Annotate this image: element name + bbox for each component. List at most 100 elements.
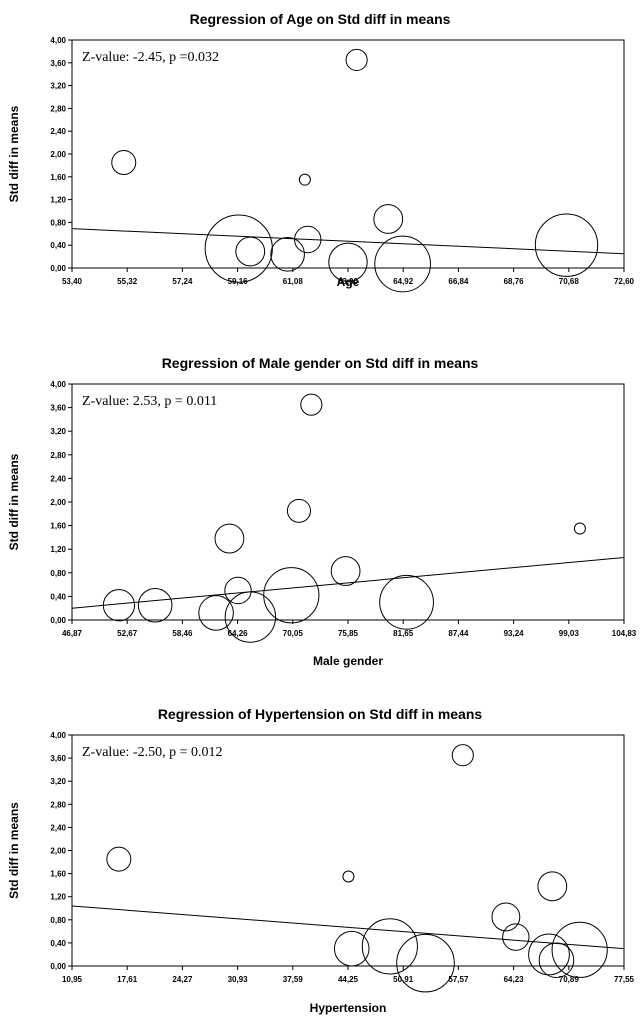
study-bubble [294, 225, 322, 254]
y-tick-label: 1,20 [50, 196, 66, 205]
x-tick-label: 53,40 [62, 277, 83, 286]
y-tick-label: 1,60 [50, 522, 66, 531]
study-bubble [373, 204, 404, 234]
x-tick-label: 37,59 [283, 975, 304, 984]
study-bubble [235, 236, 266, 267]
x-tick-label: 75,85 [338, 629, 359, 638]
study-bubble [573, 522, 586, 535]
y-tick-label: 0,00 [50, 962, 66, 971]
z-value-annotation: Z-value: -2.50, p = 0.012 [82, 745, 222, 760]
y-tick-label: 1,20 [50, 893, 66, 902]
x-tick-label: 24,27 [172, 975, 193, 984]
study-bubble [451, 744, 474, 767]
study-bubble [300, 393, 323, 416]
study-bubble [502, 923, 530, 951]
z-value-annotation: Z-value: 2.53, p = 0.011 [82, 394, 217, 409]
y-tick-label: 0,40 [50, 592, 66, 601]
x-tick-label: 64,26 [228, 629, 249, 638]
study-bubble [198, 595, 234, 631]
x-tick-label: 44,25 [338, 975, 359, 984]
study-bubble [224, 576, 252, 605]
y-tick-label: 2,40 [50, 474, 66, 483]
y-tick-label: 1,60 [50, 173, 66, 182]
study-bubble [534, 213, 599, 277]
y-tick-label: 0,40 [50, 939, 66, 948]
y-tick-label: 0,80 [50, 916, 66, 925]
y-tick-label: 4,00 [50, 731, 66, 740]
x-tick-label: 81,65 [393, 629, 414, 638]
study-bubble [224, 591, 277, 643]
study-bubble [298, 173, 311, 186]
y-tick-label: 2,40 [50, 823, 66, 832]
y-tick-label: 2,80 [50, 104, 66, 113]
y-axis-label: Std diff in means [7, 453, 21, 550]
x-tick-label: 64,23 [504, 975, 525, 984]
regression-line [72, 905, 625, 950]
x-axis-label: Age [337, 275, 360, 289]
x-tick-label: 68,76 [504, 277, 525, 286]
study-bubble [214, 523, 245, 554]
x-tick-label: 58,46 [172, 629, 193, 638]
data-layer [72, 393, 625, 643]
y-tick-label: 1,60 [50, 870, 66, 879]
regression-line [72, 556, 625, 609]
x-tick-label: 70,05 [283, 629, 304, 638]
chart-title: Regression of Male gender on Std diff in… [162, 355, 479, 371]
study-bubble [137, 587, 173, 623]
x-tick-label: 87,44 [448, 629, 469, 638]
y-axis-label: Std diff in means [7, 105, 21, 202]
x-tick-label: 72,60 [614, 277, 635, 286]
chart-title: Regression of Age on Std diff in means [190, 11, 451, 27]
study-bubble [204, 214, 273, 283]
x-tick-label: 50,91 [393, 975, 414, 984]
y-tick-label: 4,00 [50, 36, 66, 45]
x-tick-label: 52,67 [117, 629, 138, 638]
chart-panel-3: Regression of Hypertension on Std diff i… [7, 706, 635, 1015]
y-tick-label: 2,80 [50, 800, 66, 809]
x-tick-label: 10,95 [62, 975, 83, 984]
study-bubble [286, 498, 311, 523]
x-tick-label: 77,55 [614, 975, 635, 984]
study-bubble [537, 871, 568, 902]
study-bubble [106, 846, 132, 872]
study-bubble [361, 918, 418, 975]
x-axis-label: Male gender [313, 654, 383, 668]
z-value-annotation: Z-value: -2.45, p =0.032 [82, 50, 219, 65]
x-tick-label: 46,87 [62, 629, 83, 638]
study-bubble [528, 933, 570, 976]
study-bubble [538, 942, 575, 979]
x-tick-label: 93,24 [504, 629, 525, 638]
y-tick-label: 2,00 [50, 498, 66, 507]
study-bubble [102, 589, 136, 622]
study-bubble [111, 150, 137, 176]
y-tick-label: 3,20 [50, 427, 66, 436]
data-layer [72, 48, 625, 293]
x-tick-label: 57,24 [172, 277, 193, 286]
y-tick-label: 0,00 [50, 264, 66, 273]
study-bubble [342, 870, 355, 883]
plot-frame [71, 383, 625, 621]
y-tick-label: 3,20 [50, 82, 66, 91]
study-bubble [270, 237, 305, 272]
y-tick-label: 3,60 [50, 404, 66, 413]
chart-panel-2: Regression of Male gender on Std diff in… [7, 355, 637, 668]
y-tick-label: 0,80 [50, 218, 66, 227]
study-bubble [491, 902, 521, 932]
y-tick-label: 2,80 [50, 451, 66, 460]
x-tick-label: 70,89 [559, 975, 580, 984]
chart-panel-1: Regression of Age on Std diff in means 0,… [7, 11, 635, 293]
plot-frame [71, 39, 625, 269]
study-bubble [328, 242, 368, 282]
study-bubble [551, 921, 608, 978]
chart-title: Regression of Hypertension on Std diff i… [158, 706, 483, 722]
y-tick-label: 3,20 [50, 777, 66, 786]
study-bubble [379, 574, 434, 630]
y-tick-label: 3,60 [50, 754, 66, 763]
x-tick-label: 64,92 [393, 277, 414, 286]
x-tick-label: 55,32 [117, 277, 138, 286]
y-tick-label: 2,00 [50, 150, 66, 159]
y-tick-label: 2,40 [50, 127, 66, 136]
study-bubble [330, 556, 361, 586]
y-tick-label: 2,00 [50, 847, 66, 856]
